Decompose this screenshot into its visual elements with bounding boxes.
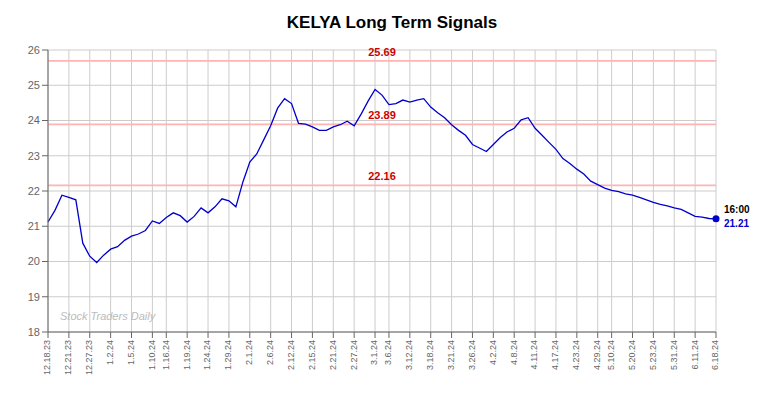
- svg-text:12.18.23: 12.18.23: [42, 340, 52, 375]
- svg-text:6.11.24: 6.11.24: [690, 340, 700, 369]
- svg-text:5.31.24: 5.31.24: [669, 340, 679, 370]
- svg-text:21.21: 21.21: [724, 218, 749, 229]
- svg-text:1.2.24: 1.2.24: [105, 340, 115, 365]
- svg-text:3.26.24: 3.26.24: [467, 340, 477, 370]
- svg-text:1.16.24: 1.16.24: [161, 340, 171, 370]
- svg-text:3.12.24: 3.12.24: [404, 340, 414, 370]
- html-text:Stock Traders Daily: Stock Traders Daily: [60, 310, 156, 322]
- svg-text:1.5.24: 1.5.24: [126, 340, 136, 365]
- svg-text:4.8.24: 4.8.24: [509, 340, 519, 365]
- svg-text:12.27.23: 12.27.23: [84, 340, 94, 375]
- svg-text:25.69: 25.69: [368, 46, 396, 58]
- svg-text:4.29.24: 4.29.24: [592, 340, 602, 370]
- svg-text:25: 25: [28, 79, 40, 91]
- svg-text:1.19.24: 1.19.24: [182, 340, 192, 370]
- svg-text:2.1.24: 2.1.24: [244, 340, 254, 365]
- svg-text:1.24.24: 1.24.24: [202, 340, 212, 370]
- svg-text:26: 26: [28, 44, 40, 56]
- svg-text:23: 23: [28, 150, 40, 162]
- svg-text:5.23.24: 5.23.24: [648, 340, 658, 370]
- svg-text:4.11.24: 4.11.24: [529, 340, 539, 369]
- svg-text:3.6.24: 3.6.24: [383, 340, 393, 365]
- svg-text:18: 18: [28, 326, 40, 338]
- svg-text:2.12.24: 2.12.24: [286, 340, 296, 370]
- svg-text:4.17.24: 4.17.24: [550, 340, 560, 370]
- svg-text:22.16: 22.16: [368, 170, 396, 182]
- svg-text:16:00: 16:00: [724, 204, 750, 215]
- svg-text:2.27.24: 2.27.24: [349, 340, 359, 370]
- svg-text:4.23.24: 4.23.24: [571, 340, 581, 370]
- svg-text:3.1.24: 3.1.24: [369, 340, 379, 365]
- svg-text:5.20.24: 5.20.24: [627, 340, 637, 370]
- svg-text:6.18.24: 6.18.24: [710, 340, 720, 370]
- html-text:KELYA Long Term Signals: KELYA Long Term Signals: [286, 13, 498, 32]
- svg-text:3.21.24: 3.21.24: [446, 340, 456, 370]
- svg-text:22: 22: [28, 185, 40, 197]
- svg-text:1.29.24: 1.29.24: [223, 340, 233, 370]
- svg-text:2.15.24: 2.15.24: [307, 340, 317, 370]
- svg-text:20: 20: [28, 255, 40, 267]
- svg-text:1.10.24: 1.10.24: [147, 340, 157, 370]
- svg-text:12.21.23: 12.21.23: [63, 340, 73, 375]
- svg-text:3.18.24: 3.18.24: [425, 340, 435, 370]
- svg-text:2.21.24: 2.21.24: [328, 340, 338, 370]
- svg-text:5.10.24: 5.10.24: [606, 340, 616, 370]
- svg-text:21: 21: [28, 220, 40, 232]
- svg-text:23.89: 23.89: [368, 109, 396, 121]
- svg-text:4.2.24: 4.2.24: [488, 340, 498, 365]
- svg-text:19: 19: [28, 291, 40, 303]
- svg-text:24: 24: [28, 114, 40, 126]
- svg-text:2.6.24: 2.6.24: [265, 340, 275, 365]
